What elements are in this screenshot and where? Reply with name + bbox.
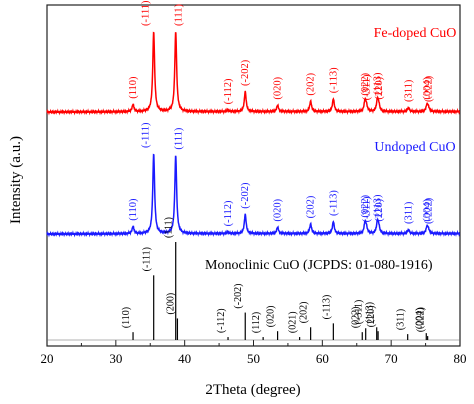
x-tick-label: 30 bbox=[109, 351, 122, 366]
x-tick-label: 70 bbox=[385, 351, 398, 366]
peak-label: (202) bbox=[306, 195, 317, 218]
peak-label: (022) bbox=[360, 72, 371, 95]
peak-label: (220) bbox=[374, 198, 385, 221]
peak-label: (-311) bbox=[361, 74, 372, 100]
diffraction-trace bbox=[46, 31, 461, 116]
peak-label: (311) bbox=[403, 201, 414, 224]
peak-label: (111) bbox=[174, 127, 185, 149]
peak-label: (200) bbox=[165, 293, 176, 315]
series-1 bbox=[46, 31, 461, 116]
peak-label: (202) bbox=[306, 72, 317, 95]
plot-frame bbox=[46, 4, 461, 347]
diffraction-trace bbox=[46, 153, 461, 238]
series-layer bbox=[46, 31, 461, 341]
x-tick-label: 60 bbox=[316, 351, 329, 366]
peak-label: (-311) bbox=[361, 196, 372, 222]
series-legend-label: Fe-doped CuO bbox=[374, 26, 457, 41]
peak-label: (311) bbox=[403, 79, 414, 102]
peak-label: (311) bbox=[396, 309, 407, 330]
peak-label: (110) bbox=[128, 198, 139, 221]
peak-label: (113) bbox=[372, 72, 383, 95]
peak-label: (-112) bbox=[223, 200, 234, 226]
x-tick-label: 40 bbox=[178, 351, 191, 366]
plot-border bbox=[46, 4, 461, 347]
peak-label-layer: (110) (-111) (111) (-112) (-202) (020) (202) (-… bbox=[121, 0, 456, 333]
peak-label: (-311) bbox=[354, 300, 365, 325]
peak-label: (-202) bbox=[240, 59, 251, 86]
peak-label: (-112) bbox=[216, 308, 227, 333]
peak-label: (022) bbox=[360, 194, 371, 217]
peak-label: (113) bbox=[372, 194, 383, 217]
peak-label: (-113) bbox=[328, 67, 339, 93]
peak-label: (110) bbox=[128, 76, 139, 99]
peak-label: (202) bbox=[299, 302, 310, 324]
peak-label: (021) bbox=[288, 311, 299, 333]
peak-label: (022) bbox=[350, 306, 361, 328]
peak-label: (220) bbox=[374, 76, 385, 99]
peak-label: (-222) bbox=[423, 75, 434, 102]
peak-label: (004) bbox=[414, 307, 425, 329]
x-axis-ticks: 20 30 40 50 60 70 80 bbox=[41, 340, 467, 366]
peak-label: (004) bbox=[422, 198, 433, 221]
peak-label: (-111) bbox=[141, 0, 152, 26]
peak-label: (-222) bbox=[416, 307, 427, 332]
peak-label: (-113) bbox=[321, 295, 332, 320]
peak-label: (-111) bbox=[142, 247, 153, 271]
peak-label: (113) bbox=[365, 302, 376, 323]
peak-label: (111) bbox=[174, 4, 185, 26]
peak-label: (220) bbox=[366, 306, 377, 328]
series-3 bbox=[47, 242, 460, 341]
x-axis-label: 2Theta (degree) bbox=[205, 382, 300, 398]
series-legend-label: Undoped CuO bbox=[374, 140, 455, 155]
peak-label: (110) bbox=[121, 307, 132, 328]
peak-label: (-202) bbox=[240, 182, 251, 209]
x-tick-label: 50 bbox=[247, 351, 260, 366]
y-axis-label: Intensity (a.u.) bbox=[8, 136, 24, 224]
peak-label: (-111) bbox=[141, 122, 152, 148]
peak-label: (-113) bbox=[328, 190, 339, 216]
peak-label: (111) bbox=[164, 217, 175, 238]
series-legend-label: Monoclinic CuO (JCPDS: 01-080-1916) bbox=[205, 258, 433, 273]
peak-label: (004) bbox=[422, 76, 433, 99]
peak-label: (020) bbox=[266, 306, 277, 328]
series-2 bbox=[46, 153, 461, 238]
peak-label: (-222) bbox=[423, 197, 434, 224]
peak-label: (020) bbox=[273, 198, 284, 221]
peak-label: (-112) bbox=[223, 78, 234, 104]
peak-label: (112) bbox=[251, 312, 262, 333]
peak-label: (-202) bbox=[233, 284, 244, 309]
x-tick-label: 80 bbox=[454, 351, 467, 366]
x-tick-label: 20 bbox=[41, 351, 54, 366]
peak-label: (020) bbox=[273, 76, 284, 99]
